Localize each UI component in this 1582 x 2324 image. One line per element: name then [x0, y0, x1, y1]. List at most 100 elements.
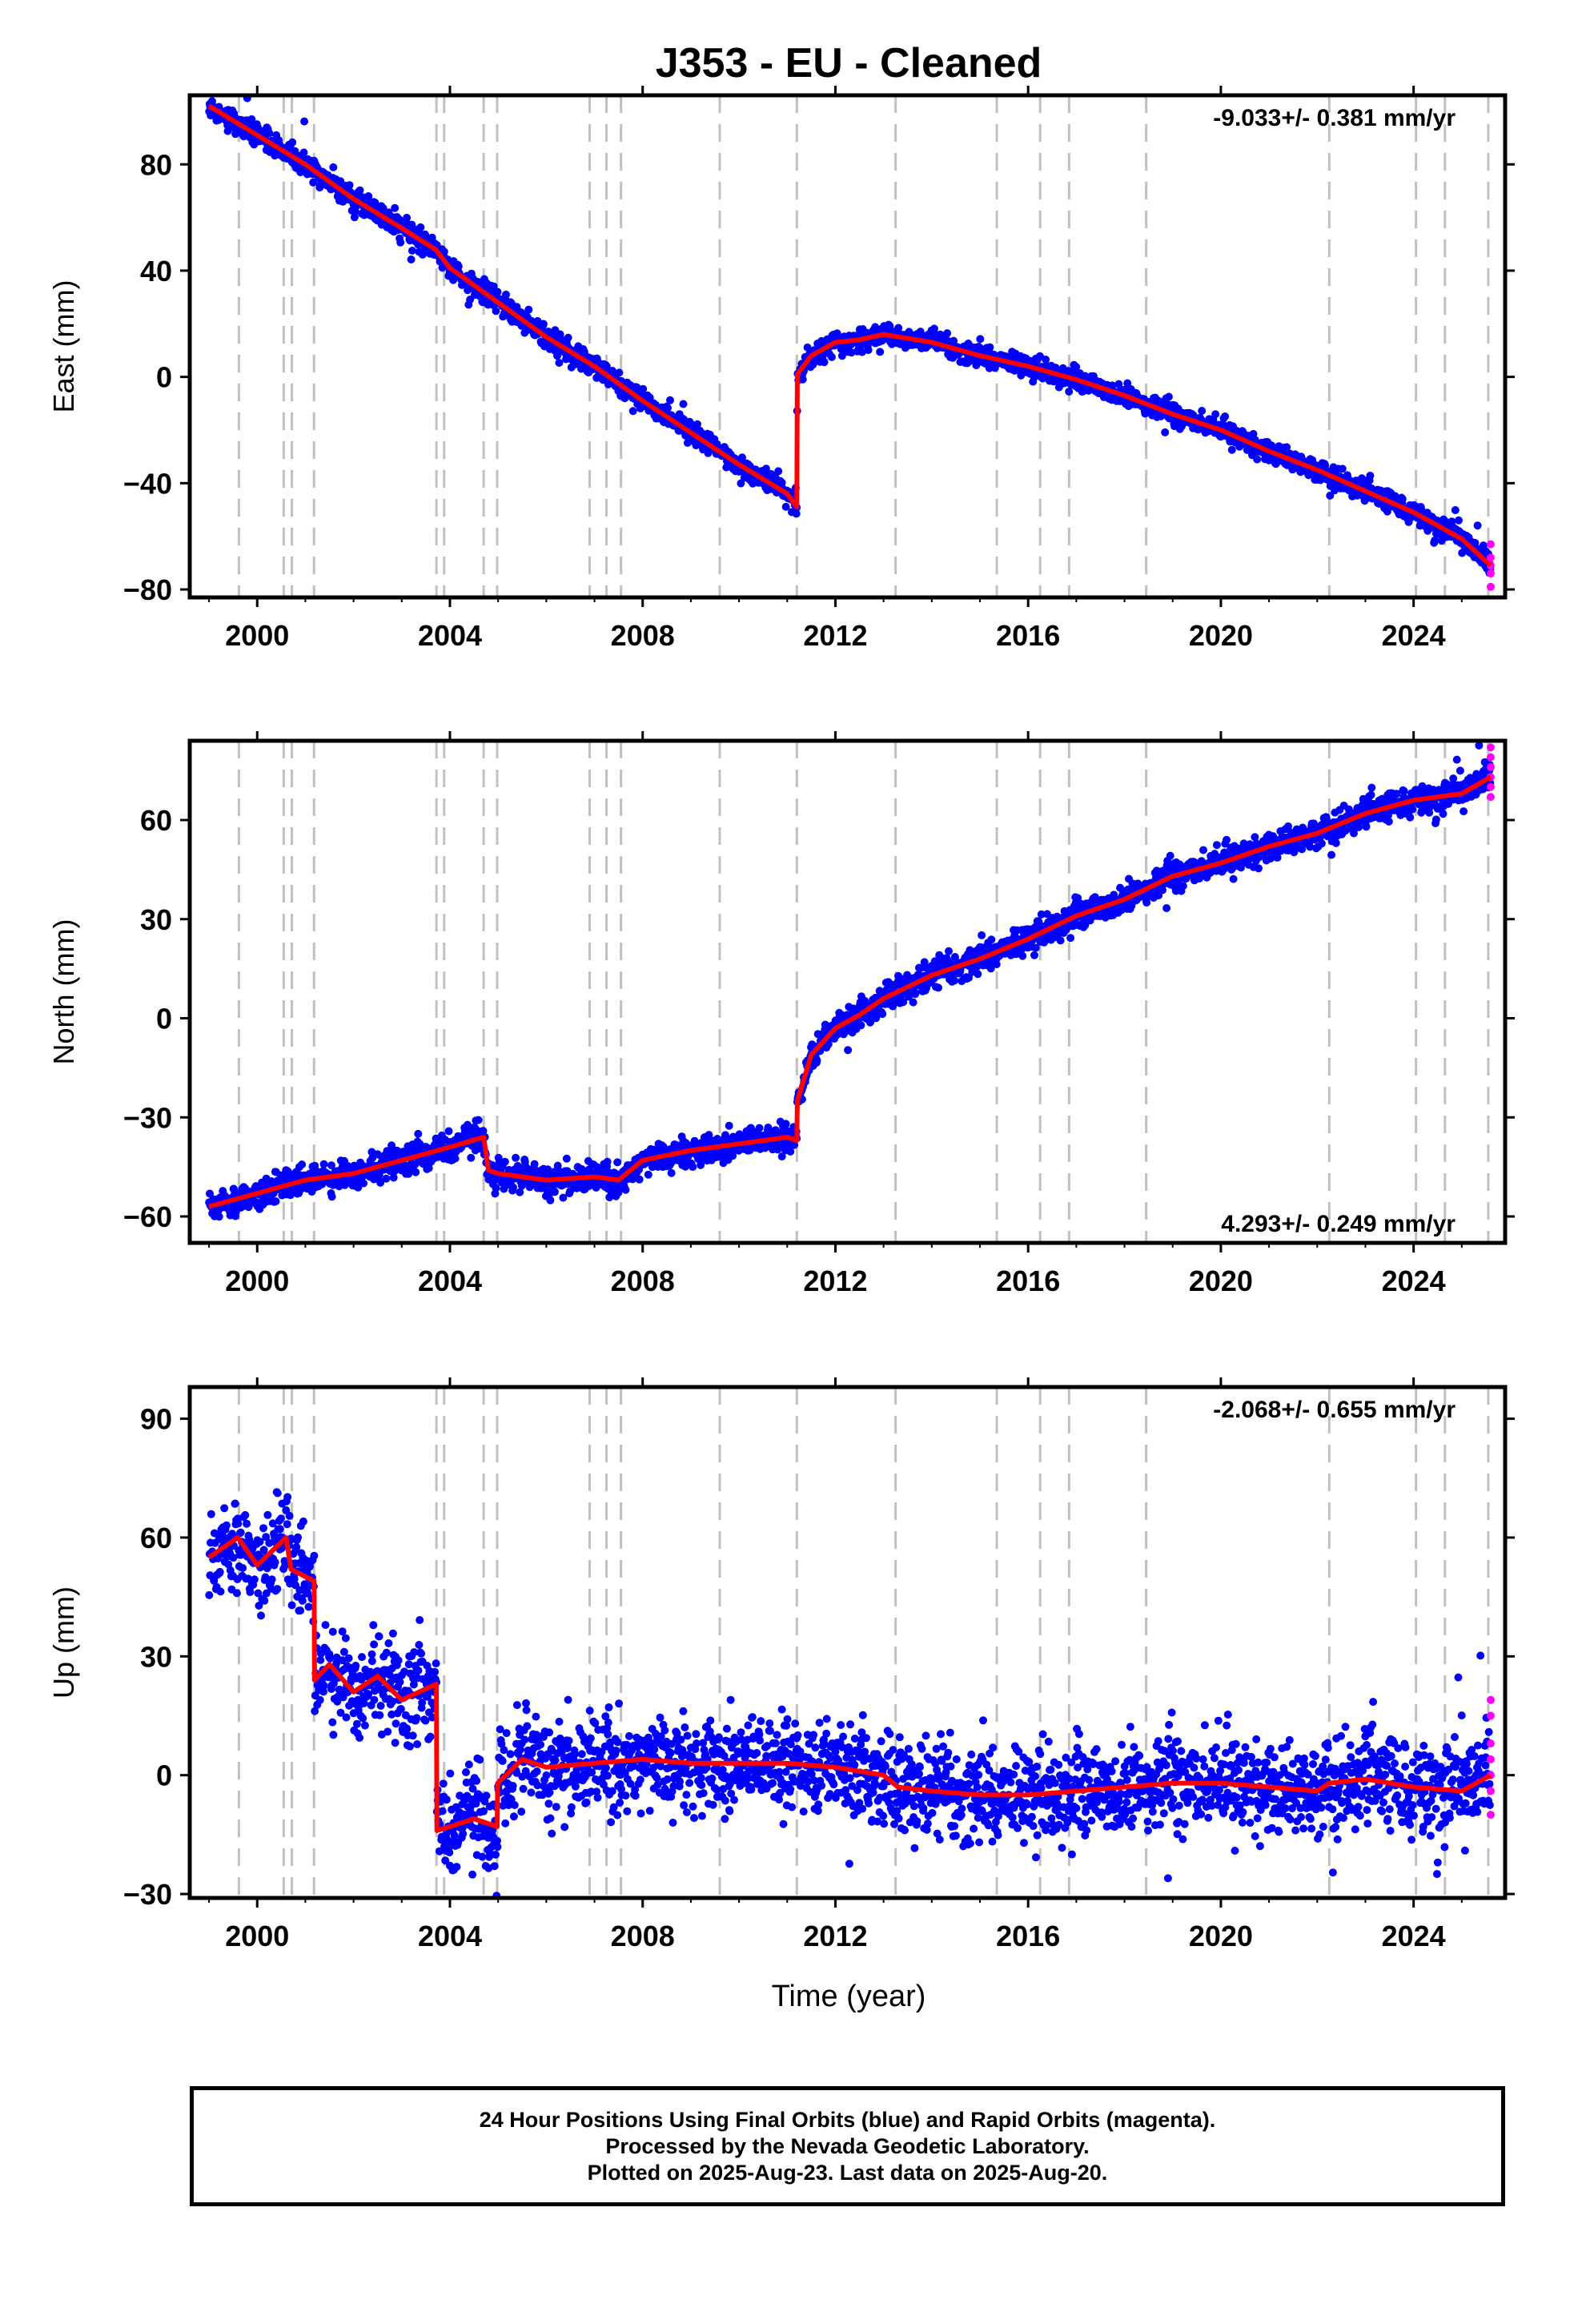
- data-point: [533, 316, 542, 325]
- data-point: [553, 352, 561, 360]
- data-point: [792, 509, 801, 518]
- data-point: [559, 1193, 568, 1202]
- data-point: [916, 328, 925, 336]
- data-point: [1198, 407, 1207, 415]
- data-point: [909, 998, 917, 1007]
- data-point: [781, 1120, 790, 1128]
- data-point: [950, 953, 959, 961]
- chart-title: J353 - EU - Cleaned: [656, 40, 1042, 86]
- data-point: [1398, 495, 1407, 503]
- data-point: [396, 238, 405, 247]
- panels-layer: 2000 2004 2008 2012 2016 2020 202480400−40−80E…: [47, 86, 1515, 1952]
- data-point: [1065, 388, 1074, 396]
- data-point: [786, 1148, 795, 1156]
- data-point: [950, 976, 959, 985]
- data-point: [1034, 917, 1043, 926]
- data-point: [1042, 356, 1050, 364]
- data-point: [1072, 363, 1081, 372]
- data-point: [613, 1158, 622, 1167]
- data-point: [1255, 864, 1263, 873]
- data-point: [389, 1173, 398, 1182]
- data-point: [492, 307, 500, 316]
- data-point: [408, 247, 416, 255]
- y-axis-label: East (mm): [47, 280, 80, 413]
- data-point: [667, 1168, 676, 1177]
- data-point: [329, 163, 338, 171]
- data-point: [603, 1157, 612, 1166]
- data-point: [777, 1152, 786, 1161]
- final-orbit-points: [205, 741, 1495, 1221]
- data-point: [300, 117, 309, 126]
- data-point: [1162, 904, 1171, 912]
- data-point: [1164, 392, 1173, 401]
- panel-frame: [187, 93, 1508, 600]
- data-point: [371, 198, 379, 207]
- x-tick-label: 2000: [225, 619, 289, 652]
- data-point: [837, 352, 846, 360]
- data-point: [774, 467, 783, 476]
- data-point: [1066, 934, 1075, 943]
- data-point: [509, 1183, 517, 1192]
- y-tick-label: −80: [123, 573, 172, 606]
- data-point: [327, 1192, 336, 1201]
- data-point: [391, 203, 400, 212]
- data-point: [416, 223, 425, 231]
- panel-1: 2000 2004 2008 2012 2016 2020 202480400−40−80E…: [47, 86, 1515, 652]
- data-point: [376, 1178, 385, 1187]
- data-point: [689, 1163, 697, 1172]
- data-point: [1284, 822, 1292, 830]
- data-point: [215, 1212, 223, 1221]
- data-point: [345, 181, 354, 190]
- data-point: [1018, 951, 1027, 960]
- data-point: [987, 935, 996, 944]
- data-point: [790, 1140, 799, 1149]
- y-tick-label: −40: [123, 467, 172, 500]
- data-point: [1431, 536, 1439, 545]
- data-point: [693, 420, 701, 428]
- data-point: [479, 1127, 488, 1136]
- data-point: [1317, 839, 1326, 848]
- data-point: [1166, 851, 1174, 860]
- data-point: [615, 368, 624, 377]
- data-point: [945, 947, 953, 955]
- data-point: [612, 1169, 620, 1178]
- data-point: [1326, 491, 1335, 500]
- data-point: [354, 1183, 363, 1192]
- data-point: [382, 1174, 391, 1183]
- data-point: [976, 335, 985, 344]
- data-point: [1253, 455, 1262, 464]
- data-point: [1451, 506, 1460, 514]
- data-point: [644, 1170, 652, 1179]
- x-tick-label: 2020: [1189, 619, 1253, 652]
- x-tick-label: 2016: [996, 619, 1060, 652]
- data-point: [265, 129, 274, 138]
- x-tick-label: 2004: [418, 619, 482, 652]
- rapid-point: [1486, 540, 1495, 549]
- data-point: [761, 464, 770, 473]
- data-point: [1212, 841, 1221, 850]
- data-point: [844, 1046, 853, 1055]
- data-point: [355, 186, 364, 195]
- data-point: [857, 348, 866, 356]
- data-point: [1273, 853, 1282, 862]
- x-tick-label: 2008: [611, 619, 675, 652]
- data-point: [1056, 936, 1065, 945]
- data-point: [876, 348, 885, 356]
- x-axis-label: Time (year): [772, 1980, 926, 2013]
- data-point: [974, 970, 982, 979]
- data-point: [502, 290, 510, 299]
- data-point: [451, 1154, 460, 1163]
- data-point: [911, 988, 920, 997]
- data-point: [1123, 379, 1132, 388]
- rapid-point: [1486, 582, 1495, 591]
- data-point: [1161, 428, 1170, 436]
- data-point: [1473, 521, 1482, 530]
- data-point: [827, 352, 836, 361]
- data-point: [1211, 410, 1220, 419]
- data-point: [1221, 412, 1230, 420]
- data-point: [798, 375, 807, 384]
- rate-annotation: -9.033+/- 0.381 mm/yr: [1213, 105, 1456, 131]
- data-point: [878, 1010, 887, 1019]
- data-point: [440, 247, 448, 256]
- data-point: [1030, 951, 1038, 959]
